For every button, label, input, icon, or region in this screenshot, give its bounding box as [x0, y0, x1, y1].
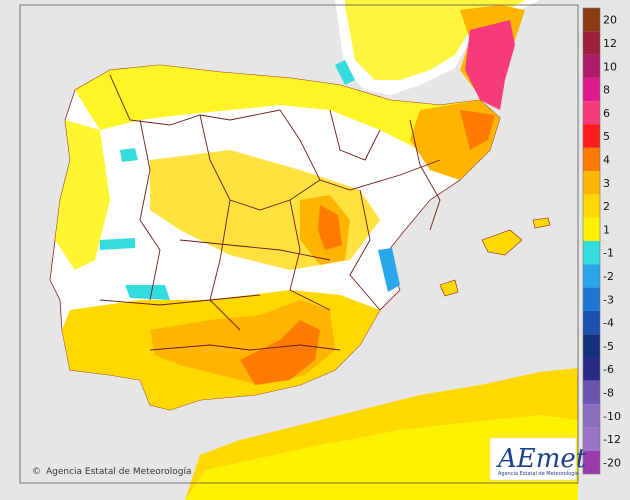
map-frame [19, 4, 579, 484]
east-very-hot [318, 205, 342, 250]
legend-label-2: 2 [603, 200, 610, 213]
legend-swatch--3 [583, 287, 600, 311]
france-cool-patch [335, 60, 355, 85]
legend-label-5: 5 [603, 130, 610, 143]
legend-swatch--10 [583, 404, 600, 428]
cool-patch-valencia [378, 248, 400, 292]
legend-label--20: -20 [603, 456, 621, 469]
legend-swatch-10 [583, 54, 600, 78]
legend-label-20: 20 [603, 14, 617, 27]
province-borders [99, 74, 441, 351]
legend: 20 12 10 8 6 5 4 3 2 1 -1 -2 -3 -4 -5 -6 -8 -10 -12 -20 [582, 7, 621, 475]
legend-swatch--5 [583, 334, 600, 358]
mallorca [481, 229, 523, 256]
legend-label--4: -4 [603, 317, 614, 330]
aemet-logo: AEmet Agencia Estatal de Meteorología [489, 437, 587, 481]
cool-patch-galicia [120, 148, 138, 162]
logo-word: AEmet [496, 444, 587, 474]
north-africa-warm [185, 415, 578, 500]
legend-swatch--4 [583, 310, 600, 335]
legend-label-4: 4 [603, 154, 610, 167]
legend-label-6: 6 [603, 107, 610, 120]
ibiza [439, 279, 459, 297]
legend-swatch--12 [583, 427, 600, 451]
legend-label--6: -6 [603, 363, 614, 376]
north-coast-warm [75, 65, 480, 150]
legend-label--1: -1 [603, 247, 614, 260]
legend-label-3: 3 [603, 177, 610, 190]
legend-swatch-6 [583, 101, 600, 125]
legend-swatch-3 [583, 171, 600, 195]
west-warm [55, 120, 110, 270]
legend-swatch--20 [583, 450, 600, 474]
legend-label--2: -2 [603, 270, 614, 283]
logo-background [489, 437, 577, 481]
legend-label-8: 8 [603, 84, 610, 97]
legend-label-12: 12 [603, 37, 617, 50]
france-very-hot-area [465, 20, 515, 110]
south-very-hot [240, 320, 320, 385]
cool-patch-center [100, 238, 135, 250]
legend-swatch--6 [583, 357, 600, 381]
credit: © Agencia Estatal de Meteorología [32, 467, 192, 477]
legend-label--3: -3 [603, 293, 614, 306]
cool-patch-west [125, 285, 170, 300]
legend-swatch-1 [583, 217, 600, 241]
legend-label--10: -10 [603, 410, 621, 423]
legend-label--12: -12 [603, 433, 621, 446]
legend-label--5: -5 [603, 340, 614, 353]
credit-text: Agencia Estatal de Meteorología [46, 467, 192, 477]
legend-label-10: 10 [603, 60, 617, 73]
legend-swatch-8 [583, 77, 600, 102]
legend-swatch-2 [583, 194, 600, 218]
legend-swatch-5 [583, 124, 600, 148]
legend-swatch--8 [583, 380, 600, 405]
legend-label-1: 1 [603, 223, 610, 236]
credit-symbol: © [32, 467, 41, 477]
legend-label--8: -8 [603, 386, 614, 399]
menorca [532, 217, 551, 229]
legend-swatch-20 [583, 8, 600, 32]
legend-swatch--1 [583, 241, 600, 265]
legend-swatch-4 [583, 147, 600, 172]
catalonia-hot [460, 110, 495, 150]
legend-border [582, 7, 601, 475]
logo-subtitle: Agencia Estatal de Meteorología [498, 470, 579, 477]
legend-swatch-12 [583, 31, 600, 55]
legend-swatch--2 [583, 264, 600, 288]
